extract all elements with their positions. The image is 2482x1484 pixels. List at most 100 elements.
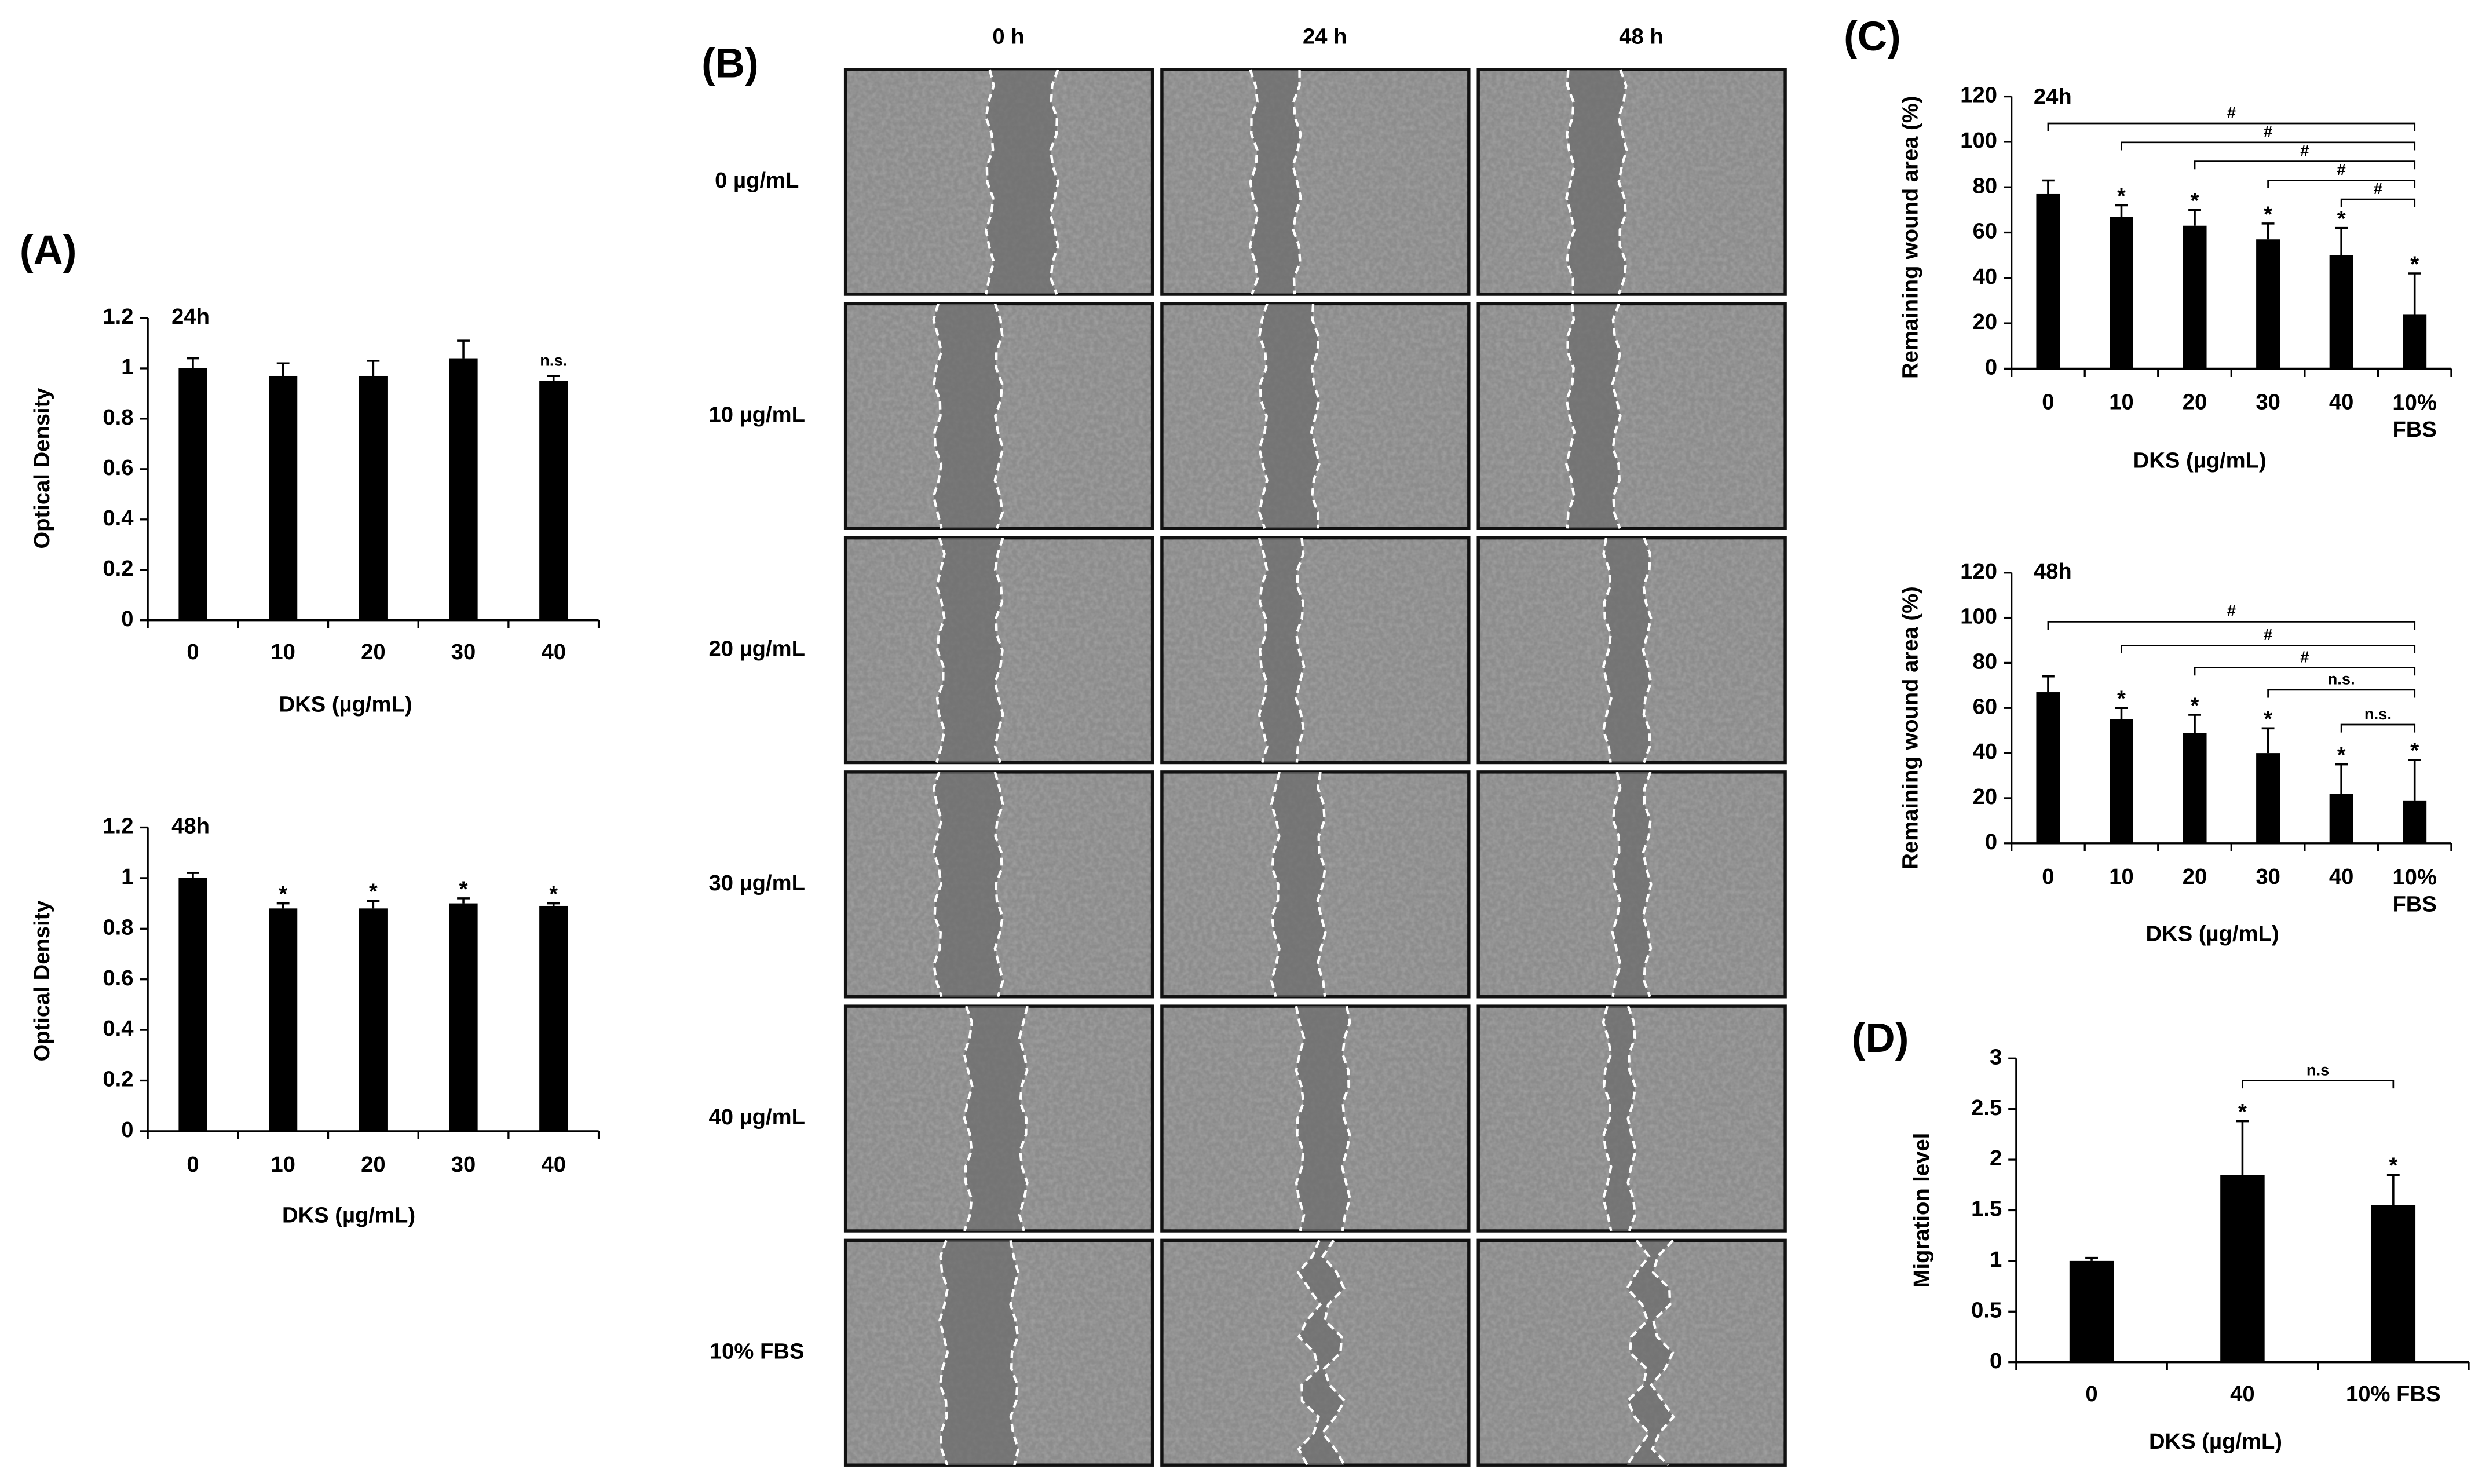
bar bbox=[2110, 217, 2133, 369]
error-bar bbox=[187, 872, 199, 878]
error-bar bbox=[2188, 209, 2201, 226]
y-tick-label: 40 bbox=[1973, 264, 1998, 289]
y-tick-label: 0 bbox=[1990, 1348, 2002, 1373]
wound-edge bbox=[1270, 772, 1281, 997]
wound-edge bbox=[1340, 1006, 1351, 1231]
wound-gap bbox=[1259, 304, 1319, 529]
y-axis-label: Remaining wound area (%) bbox=[1898, 96, 1923, 378]
wound-edge bbox=[1018, 1006, 1029, 1231]
panel-label: (A) bbox=[20, 228, 77, 273]
bar bbox=[359, 908, 388, 1131]
y-tick-label: 0.4 bbox=[103, 506, 134, 531]
row-label: 20 µg/mL bbox=[708, 637, 805, 661]
x-tick-label: 40 bbox=[541, 1152, 566, 1177]
wound-gap bbox=[1259, 538, 1304, 763]
wound-edge bbox=[1602, 1006, 1613, 1231]
x-tick-label-box: 10% FBS bbox=[2392, 864, 2437, 916]
error-bar bbox=[2115, 204, 2128, 217]
x-tick-label: 0 bbox=[187, 1152, 199, 1177]
wound-edge bbox=[1310, 304, 1321, 529]
x-tick-label: 10% FBS bbox=[2392, 389, 2437, 442]
wound-gap bbox=[964, 1006, 1028, 1231]
wound-edge bbox=[1292, 70, 1303, 295]
wound-gap bbox=[1298, 1240, 1345, 1465]
bracket-label: # bbox=[2374, 180, 2382, 198]
bar bbox=[2036, 692, 2060, 843]
wound-edge bbox=[1248, 69, 1259, 295]
wound-edge bbox=[993, 303, 1004, 529]
error-bar bbox=[276, 362, 290, 376]
y-tick-label: 1 bbox=[1990, 1247, 2002, 1272]
error-bar bbox=[2042, 675, 2055, 693]
bracket-label: n.s bbox=[2306, 1061, 2329, 1079]
comparison-bracket bbox=[2047, 621, 2416, 630]
y-tick-label: 20 bbox=[1973, 784, 1998, 809]
y-tick-label: 0 bbox=[1985, 829, 1997, 854]
x-tick-label: 10% FBS bbox=[2346, 1381, 2441, 1406]
bar bbox=[2256, 239, 2280, 369]
wound-edge bbox=[1602, 538, 1613, 763]
significance-marker: * bbox=[459, 876, 468, 901]
bracket-label: # bbox=[2337, 160, 2346, 178]
y-axis-label: Remaining wound area (%) bbox=[1898, 586, 1923, 869]
error-bar bbox=[2236, 1120, 2249, 1175]
wound-gap bbox=[1612, 772, 1651, 997]
bar bbox=[2329, 794, 2353, 843]
x-tick-label-box: 10% FBS bbox=[2392, 389, 2437, 442]
row-label: 40 µg/mL bbox=[708, 1105, 805, 1130]
wound-edge bbox=[1611, 772, 1622, 997]
significance-marker: * bbox=[2191, 188, 2199, 213]
y-tick-label: 2.5 bbox=[1971, 1095, 2002, 1120]
significance-marker: * bbox=[2117, 686, 2126, 711]
comparison-bracket bbox=[2121, 141, 2416, 151]
bracket-label: # bbox=[2300, 141, 2309, 159]
wound-edge bbox=[1565, 70, 1576, 295]
comparison-bracket bbox=[2121, 645, 2416, 654]
bar bbox=[2371, 1205, 2416, 1362]
wound-edge bbox=[993, 772, 1004, 997]
column-label: 48 h bbox=[1619, 24, 1663, 49]
wound-edge bbox=[984, 69, 995, 295]
cell-texture bbox=[1479, 71, 1784, 293]
error-bar bbox=[367, 360, 380, 376]
error-bar bbox=[2261, 727, 2275, 754]
y-tick-label: 0.2 bbox=[103, 1067, 133, 1092]
column-label: 24 h bbox=[1303, 24, 1347, 49]
wound-edge bbox=[1650, 1239, 1675, 1466]
bracket-label: # bbox=[2227, 104, 2236, 122]
x-tick-label: 40 bbox=[2329, 864, 2354, 889]
x-tick-label: 30 bbox=[451, 639, 476, 664]
significance-marker: * bbox=[2337, 206, 2346, 231]
x-tick-label: 10 bbox=[2109, 864, 2134, 889]
bar bbox=[2036, 193, 2060, 369]
x-tick-label: 0 bbox=[2042, 864, 2054, 889]
row-label: 10 µg/mL bbox=[708, 402, 805, 427]
error-bar bbox=[457, 339, 470, 359]
bar bbox=[2183, 733, 2207, 843]
y-tick-label: 1.5 bbox=[1971, 1197, 2002, 1222]
error-bar bbox=[276, 902, 290, 909]
significance-marker: * bbox=[2410, 251, 2419, 276]
y-tick-label: 100 bbox=[1960, 128, 1997, 153]
wound-gap bbox=[1566, 304, 1621, 529]
y-axis-label: Optical Density bbox=[30, 900, 54, 1062]
x-tick-label: 0 bbox=[2085, 1381, 2097, 1406]
chart-title: 24h bbox=[171, 304, 210, 329]
error-bar bbox=[2335, 226, 2348, 255]
x-axis-label: DKS (µg/mL) bbox=[2133, 448, 2267, 473]
y-tick-label: 0.8 bbox=[103, 915, 133, 940]
bar bbox=[2329, 255, 2353, 369]
x-tick-label: 0 bbox=[187, 639, 199, 664]
bar bbox=[269, 375, 298, 620]
y-tick-label: 2 bbox=[1990, 1146, 2002, 1171]
bar bbox=[2183, 225, 2207, 369]
bracket-label: n.s. bbox=[2328, 670, 2355, 688]
row-label: 30 µg/mL bbox=[708, 871, 805, 895]
wound-gap bbox=[933, 304, 1003, 529]
y-tick-label: 0.6 bbox=[103, 455, 133, 480]
bracket-label: # bbox=[2227, 602, 2236, 620]
panel-label: (C) bbox=[1844, 14, 1901, 60]
comparison-bracket bbox=[2340, 198, 2416, 207]
y-tick-label: 0 bbox=[121, 1117, 133, 1142]
x-tick-label: 20 bbox=[361, 1152, 386, 1177]
